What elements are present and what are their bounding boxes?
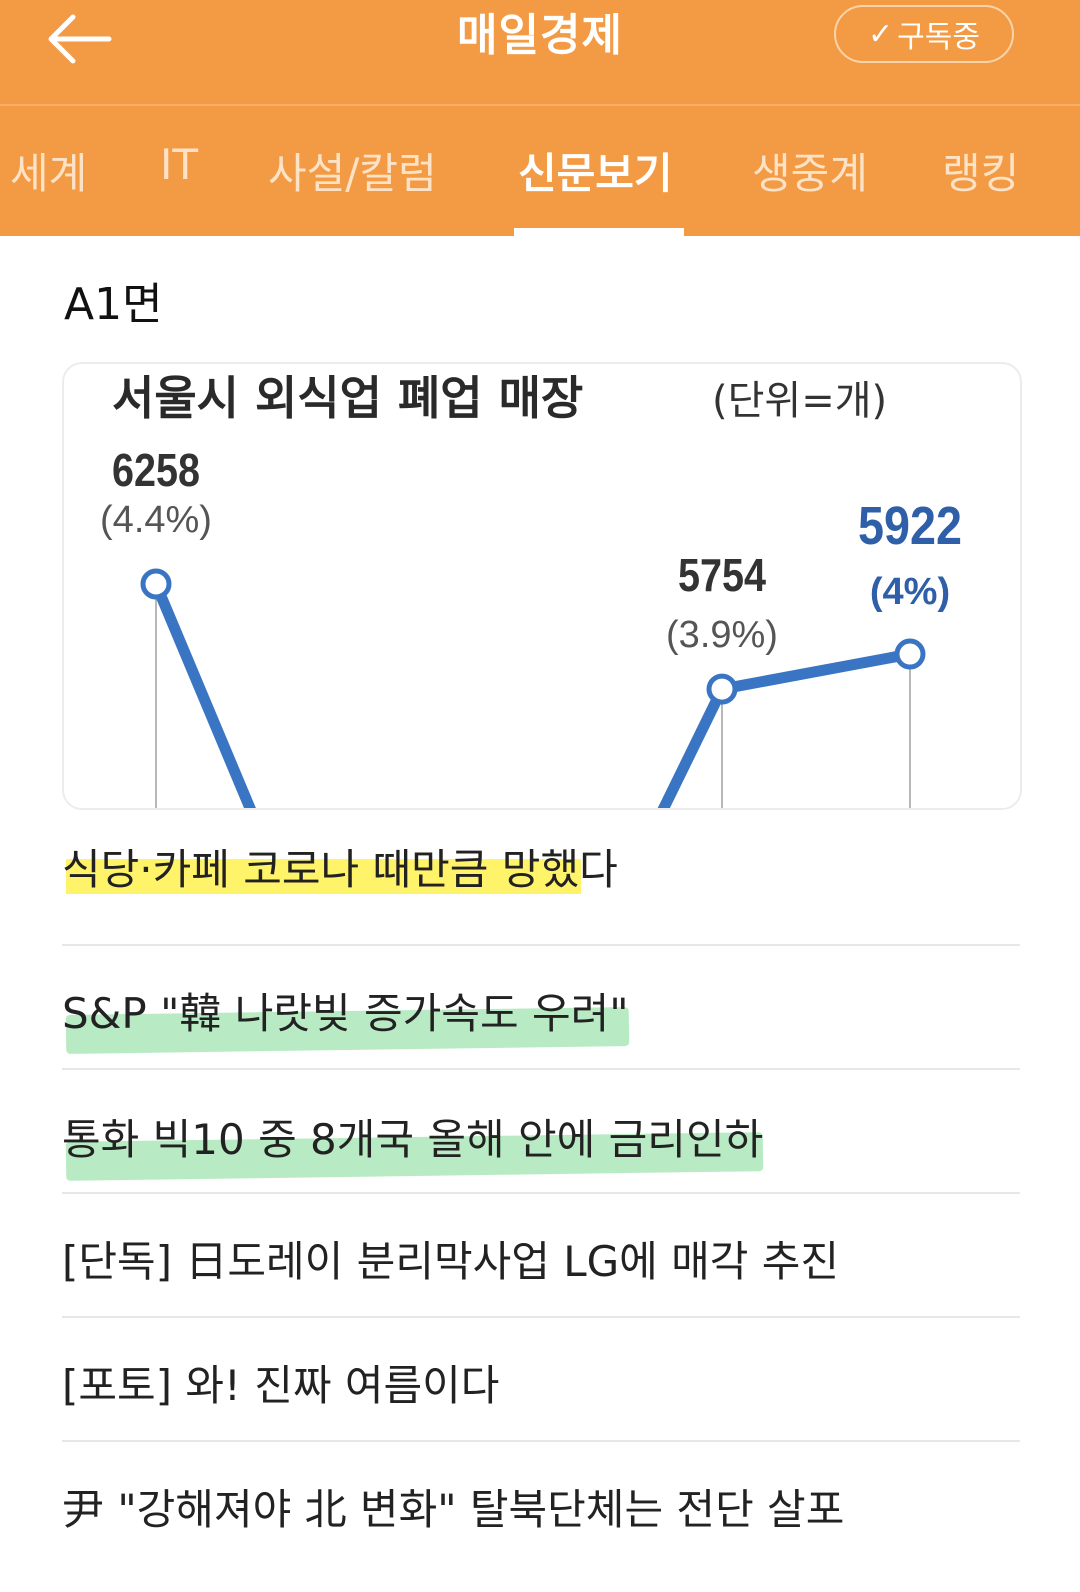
headline-text: 尹 "강해져야 北 변화" 탈북단체는 전단 살포: [62, 1485, 845, 1534]
headline-text: [포토] 와! 진짜 여름이다: [62, 1361, 500, 1410]
headline-item[interactable]: [단독] 日도레이 분리막사업 LG에 매각 추진: [62, 1228, 1022, 1289]
subscribe-button[interactable]: ✓ 구독중: [834, 5, 1014, 63]
headline-item[interactable]: 통화 빅10 중 8개국 올해 안에 금리인하: [62, 1106, 1022, 1167]
headline-item[interactable]: [포토] 와! 진짜 여름이다: [62, 1352, 1022, 1413]
arrow-left-icon: [48, 14, 112, 64]
headline-item[interactable]: S&P "韓 나랏빚 증가속도 우려": [62, 980, 1022, 1041]
data-point-0: [140, 568, 172, 600]
active-tab-indicator: [514, 228, 684, 236]
headline-text: [단독] 日도레이 분리막사업 LG에 매각 추진: [62, 1237, 840, 1286]
headline-highlighted-text: 통화 빅10 중 8개국 올해 안에 금리인하: [62, 1115, 764, 1164]
category-tabs: 세계 IT 사설/칼럼 신문보기 생중계 랭킹: [0, 106, 1080, 236]
headline-highlighted-text: 식당·카페 코로나 때만큼 망했: [62, 845, 580, 894]
value-label-3: 5754: [678, 549, 766, 601]
tab-ranking[interactable]: 랭킹: [942, 149, 1020, 198]
percent-label-4: (4%): [870, 571, 950, 613]
data-point-4: [894, 638, 926, 670]
app-title: 매일경제: [457, 10, 623, 61]
headline-item[interactable]: 尹 "강해져야 北 변화" 탈북단체는 전단 살포: [62, 1476, 1022, 1537]
headline-item[interactable]: 식당·카페 코로나 때만큼 망했다: [62, 836, 1022, 897]
headline-text: 다: [579, 845, 618, 894]
line-chart: 서울시 외식업 폐업 매장 (단위=개) 6258(4.4%)4108(2.8%…: [100, 371, 962, 808]
chart-unit: (단위=개): [712, 378, 887, 424]
check-icon: ✓: [868, 16, 894, 52]
value-label-4: 5922: [858, 496, 962, 556]
headline-highlighted-text: S&P "韓 나랏빚 증가속도 우려": [62, 989, 629, 1038]
chart-title: 서울시 외식업 폐업 매장: [112, 371, 583, 425]
list-divider: [62, 1192, 1020, 1194]
tab-live[interactable]: 생중계: [752, 149, 868, 198]
tab-newspaper[interactable]: 신문보기: [518, 149, 673, 198]
tab-it[interactable]: IT: [160, 140, 199, 189]
article-chart-image[interactable]: 서울시 외식업 폐업 매장 (단위=개) 6258(4.4%)4108(2.8%…: [62, 362, 1022, 810]
list-divider: [62, 944, 1020, 946]
series-line: [150, 578, 916, 808]
percent-label-0: (4.4%): [100, 499, 212, 541]
page-section-label: A1면: [64, 279, 163, 330]
list-divider: [62, 1068, 1020, 1070]
list-divider: [62, 1440, 1020, 1442]
tab-editorial[interactable]: 사설/칼럼: [268, 149, 437, 198]
app-header: 매일경제 ✓ 구독중: [0, 0, 1080, 104]
subscribe-label: 구독중: [897, 20, 980, 55]
back-button[interactable]: [38, 4, 118, 74]
list-divider: [62, 1316, 1020, 1318]
tab-world[interactable]: 세계: [10, 149, 88, 198]
percent-label-3: (3.9%): [666, 614, 778, 656]
data-point-3: [706, 673, 738, 705]
header-divider: [0, 104, 1080, 106]
value-label-0: 6258: [112, 444, 200, 496]
